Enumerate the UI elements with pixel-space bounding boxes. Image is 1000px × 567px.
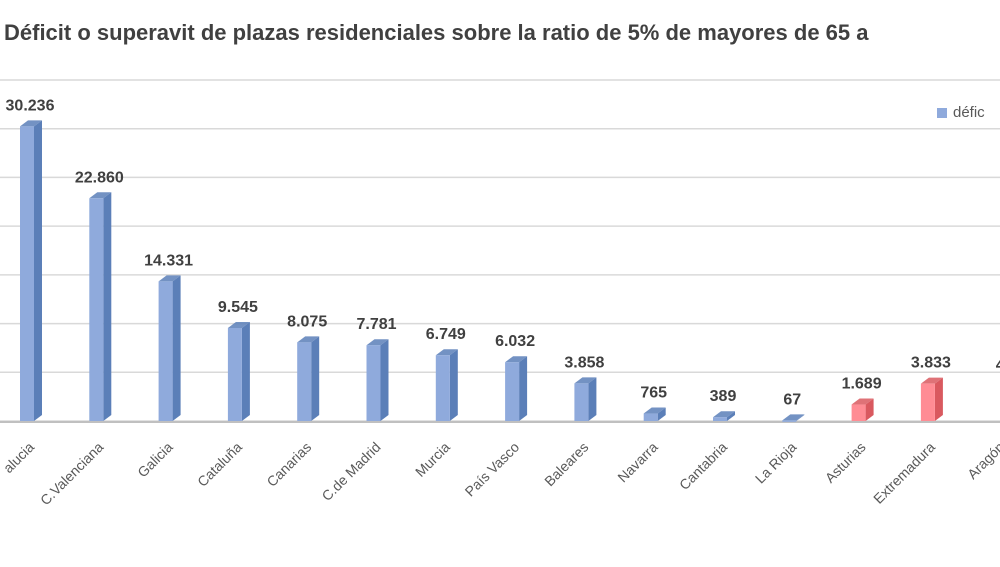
bar-front [89, 198, 104, 421]
data-label-C.de Madrid: 7.781 [356, 316, 396, 333]
bar-side [241, 322, 250, 421]
bar-side [103, 192, 112, 421]
tick-label-Aragón: Aragón [964, 439, 1000, 482]
tick-label-La Rioja: La Rioja [752, 439, 800, 487]
bar-front [20, 126, 34, 421]
bar-front [851, 404, 866, 421]
data-label-Asturias: 1.689 [842, 376, 882, 393]
tick-label-Asturias: Asturias [822, 439, 869, 486]
tick-label-Galicia: Galicia [134, 439, 176, 481]
bar-front [297, 342, 312, 421]
bar-Extremadura [920, 377, 943, 421]
legend-swatch [937, 108, 947, 119]
bar-front [920, 383, 935, 421]
tick-label-Murcia: Murcia [412, 439, 453, 480]
bar-side [588, 377, 597, 421]
bar-top [505, 356, 528, 363]
data-label-Cantabria: 389 [710, 388, 737, 405]
bar-Navarra [643, 407, 666, 421]
tick-label-País Vasco: País Vasco [462, 439, 523, 500]
data-label-La Rioja: 67 [783, 391, 801, 408]
tick-label-Andalucia: alucia [0, 439, 37, 476]
tick-label-Cataluña: Cataluña [194, 439, 245, 490]
bar-top [20, 120, 42, 127]
tick-label-Canarias: Canarias [263, 439, 314, 490]
bar-Baleares [574, 377, 597, 421]
data-label-Navarra: 765 [640, 385, 667, 402]
data-label-Canarias: 8.075 [287, 313, 327, 330]
bar-side [727, 411, 735, 421]
category-tick-labels: alucia C.Valenciana Galicia Cataluña Canaria… [0, 439, 1000, 509]
bars [20, 120, 943, 422]
bar-side [657, 407, 666, 421]
bar-side [172, 275, 181, 421]
gridlines [0, 79, 1000, 423]
data-label-Andalucia: 30.236 [6, 97, 55, 114]
data-label-Murcia: 6.749 [426, 326, 466, 343]
bar-side [934, 377, 943, 421]
bar-La Rioja [782, 414, 805, 422]
bar-Canarias [297, 336, 320, 421]
tick-label-C.Valenciana: C.Valenciana [37, 439, 107, 509]
bar-top [782, 414, 805, 421]
bar-Murcia [435, 349, 458, 421]
bar-front [782, 420, 797, 422]
bar-top [435, 349, 458, 356]
bar-top [851, 398, 874, 405]
data-label-Galicia: 14.331 [144, 252, 193, 269]
bar-side [449, 349, 458, 421]
bar-Cataluña [227, 322, 250, 421]
bar-top [227, 322, 250, 329]
bar-side [380, 339, 389, 421]
data-label-Extremadura: 3.833 [911, 355, 951, 372]
tick-label-Baleares: Baleares [541, 439, 591, 489]
data-label-Baleares: 3.858 [564, 354, 604, 371]
tick-label-C.de Madrid: C.de Madrid [318, 439, 383, 504]
data-labels: 30.236 22.860 14.331 9.545 8.075 7.781 6.749 6.… [6, 97, 1000, 408]
tick-label-Navarra: Navarra [614, 439, 661, 486]
bar-side [34, 120, 42, 421]
bar-side [865, 398, 874, 421]
bar-País Vasco [505, 356, 528, 421]
bar-side [796, 414, 805, 421]
data-label-C.Valenciana: 22.860 [75, 169, 124, 186]
bar-front [366, 345, 381, 421]
bar-front [227, 328, 242, 421]
data-label-País Vasco: 6.032 [495, 333, 535, 350]
bar-Galicia [158, 275, 181, 421]
tick-label-Extremadura: Extremadura [870, 439, 938, 507]
bar-top [713, 411, 735, 418]
bar-top [920, 377, 943, 384]
bar-side [519, 356, 528, 421]
bar-Andalucia [20, 120, 42, 421]
tick-label-Cantabria: Cantabria [676, 439, 730, 493]
bar-front [713, 417, 727, 421]
bar-top [574, 377, 597, 384]
chart-title: Déficit o superavit de plazas residencia… [4, 20, 869, 45]
bar-front [505, 362, 520, 421]
bar-Asturias [851, 398, 874, 421]
bar-Cantabria [713, 411, 735, 421]
bar-front [435, 355, 450, 421]
data-label-Cataluña: 9.545 [218, 299, 258, 316]
bar-top [643, 407, 666, 414]
bar-side [311, 336, 320, 421]
legend: défic [937, 104, 985, 121]
bar-front [574, 383, 589, 421]
bar-front [643, 413, 658, 421]
bar-top [89, 192, 112, 199]
bar-top [297, 336, 320, 343]
bar-top [366, 339, 389, 346]
bar-top [158, 275, 181, 282]
bar-front [158, 281, 173, 421]
legend-label: défic [953, 104, 985, 121]
data-label-Aragón: 4 [996, 357, 1000, 374]
bar-C.Valenciana [89, 192, 112, 421]
bar-C.de Madrid [366, 339, 389, 421]
